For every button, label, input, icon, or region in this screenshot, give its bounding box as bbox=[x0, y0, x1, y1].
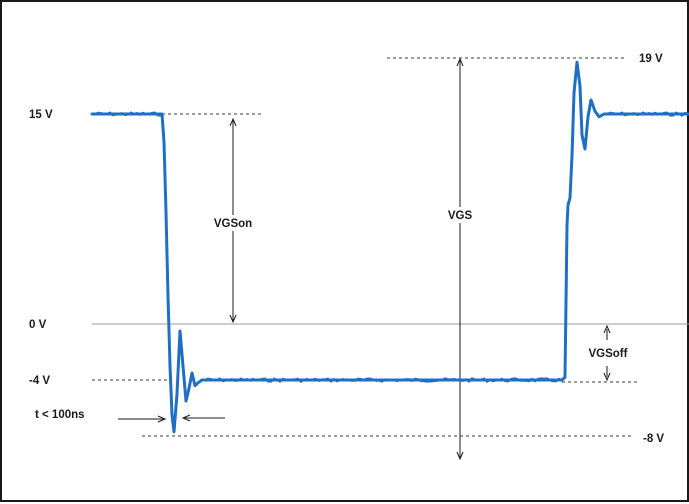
t-label: t < 100ns bbox=[35, 409, 85, 421]
vgson-label-bg bbox=[212, 215, 256, 231]
vgson-label: VGSon bbox=[214, 218, 252, 230]
level-label--8v: -8 V bbox=[643, 433, 664, 445]
waveform-series bbox=[90, 60, 689, 434]
vgs-label: VGS bbox=[448, 210, 473, 222]
level-label-0v: 0 V bbox=[29, 319, 47, 331]
vgsoff-label: VGSoff bbox=[589, 348, 628, 360]
vgs-arrow-head-bottom bbox=[456, 451, 464, 461]
waveform-noise-settled bbox=[603, 111, 689, 117]
vgsoff-arrow-bottom-head bbox=[603, 372, 611, 382]
chart-labels: 19 V 15 V 0 V -4 V -8 V VGSon VGS VGSoff t < 100… bbox=[29, 53, 664, 445]
t-arrow-right-head bbox=[181, 414, 191, 422]
waveform-noise-low bbox=[201, 377, 563, 383]
vgsoff-arrow-top-head bbox=[603, 324, 611, 334]
annotation-arrows bbox=[118, 57, 611, 461]
vgs-arrow-head-top bbox=[456, 57, 464, 67]
t-arrow-left-head bbox=[157, 415, 167, 423]
reference-lines bbox=[92, 57, 689, 437]
vgson-arrow-head-top bbox=[229, 117, 237, 127]
vgson-arrow-head-bottom bbox=[229, 314, 237, 324]
level-label--4v: -4 V bbox=[29, 375, 50, 387]
vgs-label-bg bbox=[443, 207, 477, 223]
level-label-19v: 19 V bbox=[639, 53, 663, 65]
waveform-line bbox=[90, 60, 689, 434]
level-label-15v: 15 V bbox=[29, 109, 53, 121]
waveform-noise-high bbox=[91, 111, 162, 117]
